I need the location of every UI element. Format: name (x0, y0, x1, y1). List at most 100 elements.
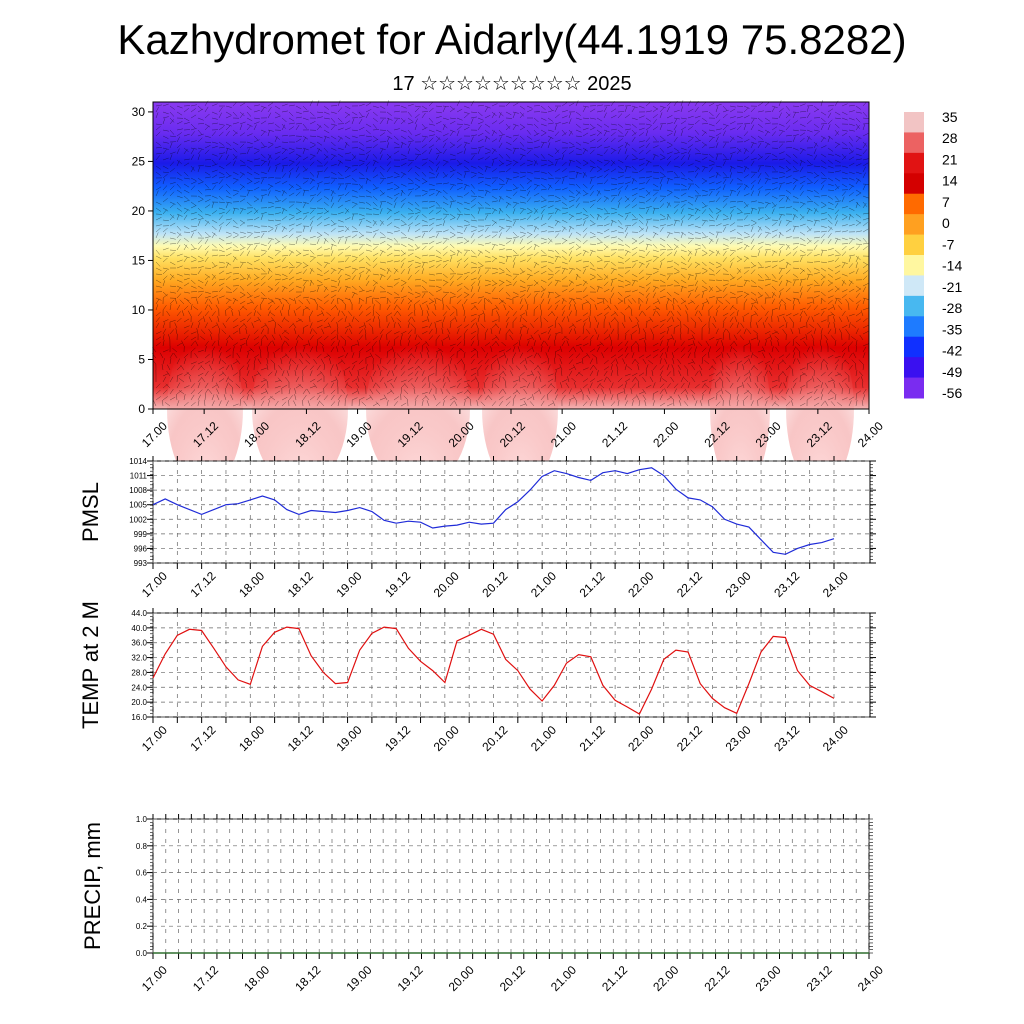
wind-barb (638, 213, 644, 219)
wind-barb (421, 213, 427, 218)
wind-barb (617, 197, 623, 203)
wind-barb (337, 230, 344, 233)
wind-barb (652, 126, 659, 131)
wind-barb (645, 305, 651, 311)
wind-barb (204, 141, 212, 144)
wind-barb (602, 298, 605, 305)
wind-barb (785, 269, 791, 275)
wind-barb (582, 127, 589, 131)
wind-barb (197, 108, 204, 113)
wind-barb (554, 149, 560, 155)
wind-barb (610, 161, 615, 167)
wind-barb (610, 168, 617, 173)
wind-barb (232, 298, 237, 305)
wind-barb (637, 382, 640, 389)
wind-barb (526, 254, 533, 257)
wind-barb (666, 232, 671, 239)
wind-barb (295, 340, 299, 347)
wind-barb (687, 184, 692, 191)
wind-barb (785, 228, 792, 233)
wind-barb (572, 298, 577, 305)
wind-barb (274, 195, 279, 201)
wind-barb (533, 297, 535, 305)
wind-barb (820, 238, 825, 245)
wind-barb (239, 273, 245, 279)
wind-barb (715, 238, 719, 245)
wind-barb (848, 141, 854, 147)
wind-barb (764, 278, 771, 281)
wind-barb (799, 325, 806, 329)
wind-barb (281, 173, 286, 179)
wind-barb (848, 288, 855, 293)
wind-barb (827, 295, 834, 299)
wind-barb (246, 250, 250, 257)
wind-barb (190, 285, 197, 289)
wind-barb (343, 370, 346, 377)
wind-barb (365, 341, 371, 347)
wind-barb (188, 376, 192, 383)
wind-barb (358, 126, 365, 131)
wind-barb (855, 201, 861, 207)
wind-barb (456, 288, 462, 293)
wind-barb (253, 305, 258, 311)
wind-barb (470, 134, 477, 137)
wind-barb (743, 184, 748, 191)
wind-barb (792, 335, 798, 341)
wind-barb (617, 261, 624, 264)
wind-barb (442, 263, 448, 269)
wind-barb (568, 268, 573, 275)
wind-barb (267, 300, 274, 305)
wind-barb (512, 102, 519, 107)
wind-barb (407, 316, 412, 323)
wind-barb (845, 328, 850, 335)
wind-barb (715, 142, 719, 149)
wind-barb (589, 382, 593, 389)
wind-barb (274, 305, 280, 311)
wind-barb (274, 385, 281, 389)
wind-barb (232, 330, 239, 335)
wind-barb (351, 118, 355, 125)
wind-barb (582, 322, 586, 329)
wind-barb (680, 200, 687, 203)
wind-barb (778, 213, 785, 216)
wind-barb (484, 183, 491, 187)
wind-barb (701, 153, 709, 155)
wind-barb (827, 189, 835, 191)
wind-barb (155, 207, 162, 212)
wind-barb (603, 106, 608, 113)
wind-barb (208, 328, 213, 335)
wind-barb (635, 377, 640, 383)
wind-barb (771, 307, 778, 311)
wind-barb (228, 335, 234, 341)
wind-barb (386, 390, 393, 395)
wind-barb (813, 131, 819, 137)
wind-barb (204, 106, 209, 113)
wind-barb (645, 179, 650, 185)
wind-barb (722, 248, 729, 251)
wind-barb (540, 288, 547, 293)
wind-barb (449, 353, 455, 359)
wind-barb (631, 153, 637, 159)
wind-barb (838, 316, 843, 323)
wind-barb (386, 351, 388, 359)
wind-barb (659, 218, 666, 221)
wind-barb (582, 105, 589, 108)
wind-barb (698, 310, 703, 317)
wind-barb (358, 285, 364, 291)
wind-barb (568, 150, 574, 155)
wind-barb (288, 216, 295, 221)
wind-barb (190, 361, 197, 365)
wind-barb (442, 161, 448, 167)
wind-barb (330, 336, 337, 341)
wind-barb (677, 359, 682, 365)
wind-barb (505, 249, 513, 251)
wind-barb (456, 117, 463, 121)
wind-barb (246, 282, 252, 287)
wind-barb (708, 175, 715, 179)
wind-barb (294, 298, 297, 305)
wind-barb (715, 223, 722, 227)
wind-barb (512, 231, 518, 237)
wind-barb (400, 257, 406, 263)
wind-barb (246, 301, 253, 305)
wind-barb (662, 378, 668, 383)
